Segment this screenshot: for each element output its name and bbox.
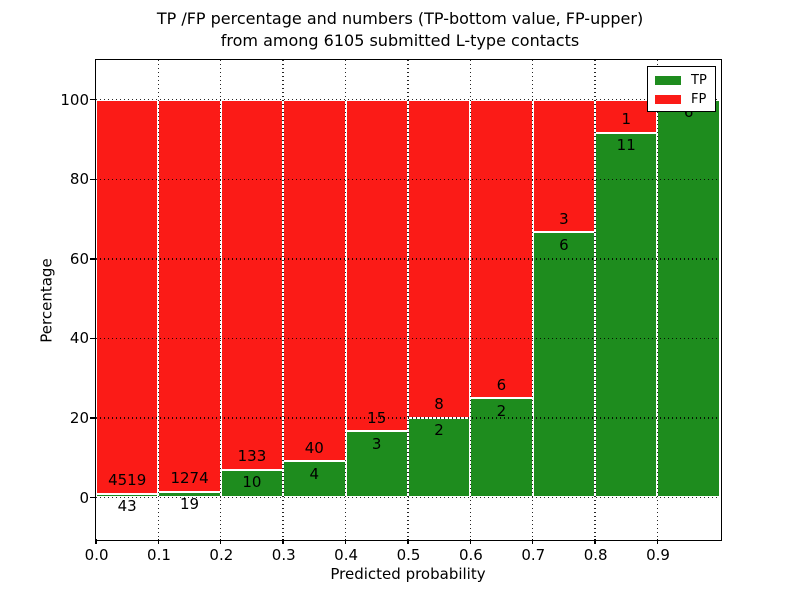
fp-count-label: 15 (367, 408, 387, 427)
x-tick-mark (469, 538, 471, 544)
x-axis-label: Predicted probability (330, 565, 486, 583)
bar-label-layer: 4519431274191331040415382623611106 (96, 60, 721, 540)
tp-count-label: 2 (434, 421, 444, 440)
tp-count-label: 43 (117, 497, 137, 516)
fp-bar-segment (283, 99, 346, 462)
legend-swatch-fp (655, 95, 681, 104)
x-tick-label: 0.3 (271, 546, 296, 564)
vertical-gridline (220, 60, 222, 539)
legend: TP FP (647, 66, 716, 112)
fp-count-label: 3 (559, 209, 569, 228)
fp-count-label: 4519 (108, 471, 147, 490)
horizontal-gridline (96, 496, 720, 499)
tp-count-label: 19 (180, 495, 200, 514)
x-tick-mark (220, 538, 222, 544)
x-tick-label: 0.6 (458, 546, 483, 564)
y-tick-mark (89, 417, 95, 419)
x-tick-label: 0.5 (396, 546, 421, 564)
tp-count-label: 3 (371, 434, 382, 453)
y-tick-label: 80 (69, 170, 89, 189)
x-tick-label: 0.0 (84, 546, 109, 564)
x-tick-label: 0.4 (334, 546, 359, 564)
fp-count-label: 1274 (170, 469, 209, 488)
fp-count-label: 133 (237, 447, 267, 466)
tp-count-label: 10 (242, 473, 262, 492)
x-tick-label: 0.8 (583, 546, 608, 564)
legend-row: TP (655, 72, 708, 89)
x-tick-label: 0.1 (147, 546, 171, 564)
fp-count-label: 8 (434, 395, 444, 414)
vertical-gridline (656, 60, 659, 539)
fp-count-label: 6 (496, 375, 507, 394)
legend-label-tp: TP (691, 73, 707, 88)
vertical-gridline (157, 60, 160, 539)
vertical-gridline (531, 60, 534, 539)
x-tick-mark (656, 538, 659, 544)
x-tick-mark (95, 538, 97, 544)
horizontal-gridline (96, 99, 720, 101)
legend-row: FP (655, 91, 708, 108)
horizontal-gridline (96, 337, 720, 340)
y-tick-label: 60 (69, 249, 89, 268)
y-tick-label: 100 (60, 90, 89, 109)
fp-bar-segment (220, 99, 284, 470)
chart-title-line1: TP /FP percentage and numbers (TP-bottom… (156, 9, 644, 28)
tp-bar-segment (220, 469, 284, 498)
x-tick-label: 0.7 (521, 546, 546, 564)
x-tick-mark (407, 538, 409, 544)
horizontal-gridline (96, 178, 720, 180)
vertical-gridline (594, 60, 596, 539)
grid-layer (96, 60, 721, 540)
y-tick-mark (89, 99, 95, 101)
tp-count-label: 2 (496, 401, 507, 420)
legend-swatch-tp (655, 76, 681, 85)
x-tick-mark (594, 538, 596, 544)
vertical-gridline (407, 60, 409, 539)
x-tick-mark (157, 538, 160, 544)
y-tick-label: 0 (79, 488, 89, 507)
y-tick-label: 40 (69, 329, 89, 348)
horizontal-gridline (96, 417, 720, 419)
y-tick-mark (89, 178, 95, 180)
vertical-gridline (282, 60, 284, 539)
x-tick-mark (282, 538, 284, 544)
tick-layer (89, 60, 721, 544)
tp-count-label: 6 (683, 103, 694, 122)
vertical-gridline (344, 60, 347, 539)
y-tick-mark (89, 496, 95, 499)
tp-count-label: 6 (559, 235, 569, 254)
tp-count-label: 4 (309, 464, 320, 483)
x-tick-mark (344, 538, 347, 544)
x-tick-label: 0.2 (209, 546, 234, 564)
fp-count-label: 40 (304, 438, 324, 457)
tp-count-label: 11 (616, 136, 636, 155)
chart-title: TP /FP percentage and numbers (TP-bottom… (0, 8, 800, 52)
x-tick-label: 0.9 (646, 546, 670, 564)
vertical-gridline (469, 60, 471, 539)
chart-title-line2: from among 6105 submitted L-type contact… (220, 31, 580, 50)
fp-count-label: 1 (621, 110, 631, 129)
legend-label-fp: FP (691, 92, 707, 107)
horizontal-gridline (96, 258, 720, 260)
x-tick-mark (531, 538, 534, 544)
y-tick-label: 20 (69, 409, 89, 427)
y-tick-mark (89, 337, 95, 340)
y-tick-mark (89, 258, 95, 260)
fp-bar-segment (470, 99, 533, 399)
